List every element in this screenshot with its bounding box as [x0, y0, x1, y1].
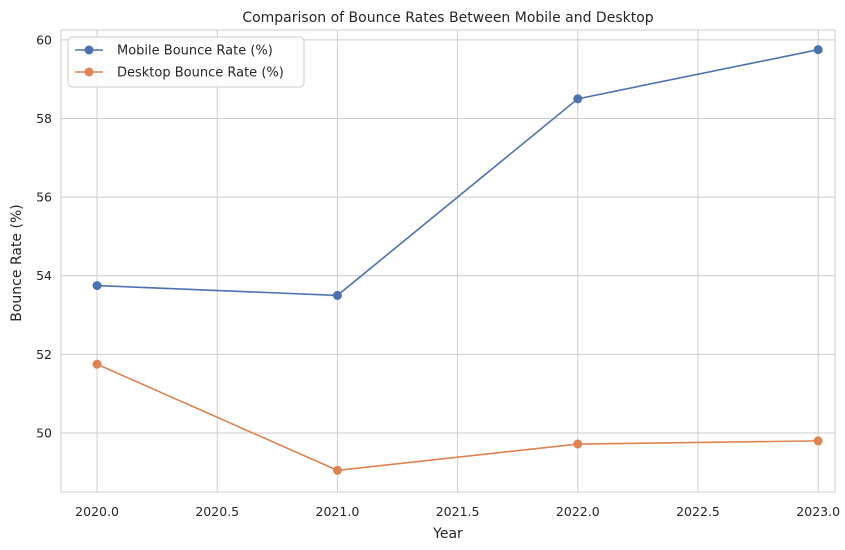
y-tick-label: 56 — [36, 190, 52, 205]
x-tick-label: 2022.0 — [556, 504, 600, 519]
data-point — [813, 436, 823, 446]
legend-marker — [84, 67, 94, 77]
x-tick-label: 2022.5 — [676, 504, 720, 519]
data-point — [573, 439, 583, 449]
series-line — [97, 48, 819, 297]
y-tick-label: 60 — [36, 32, 52, 47]
y-tick-label: 58 — [36, 111, 52, 126]
series-layer — [92, 45, 823, 475]
series-desktop — [92, 359, 823, 475]
data-point — [813, 45, 823, 55]
data-point — [332, 465, 342, 475]
data-point — [573, 94, 583, 104]
legend: Mobile Bounce Rate (%) Desktop Bounce Rat… — [67, 36, 305, 88]
y-axis-label: Bounce Rate (%) — [9, 204, 25, 321]
legend-item: Mobile Bounce Rate (%) — [75, 44, 273, 59]
data-point — [332, 290, 342, 300]
chart-title: Comparison of Bounce Rates Between Mobil… — [242, 10, 653, 26]
data-point — [92, 359, 102, 369]
plot-area — [60, 29, 836, 493]
series-mobile — [92, 45, 823, 300]
y-tick-label: 50 — [36, 426, 52, 441]
x-tick-label: 2020.0 — [75, 504, 119, 519]
tick-labels: 2020.0 2020.5 2021.0 2021.5 2022.0 2022.5 2023… — [36, 32, 840, 519]
legend-item: Desktop Bounce Rate (%) — [75, 66, 284, 81]
legend-box — [67, 36, 305, 88]
x-tick-label: 2023.0 — [796, 504, 840, 519]
y-tick-label: 52 — [36, 347, 52, 362]
x-tick-label: 2021.0 — [316, 504, 360, 519]
grid-lines — [61, 30, 835, 492]
legend-marker — [84, 45, 94, 55]
x-tick-label: 2021.5 — [436, 504, 480, 519]
legend-label: Desktop Bounce Rate (%) — [117, 66, 284, 81]
legend-label: Mobile Bounce Rate (%) — [117, 44, 273, 59]
y-tick-label: 54 — [36, 268, 52, 283]
series-line — [96, 363, 819, 472]
x-tick-label: 2020.5 — [195, 504, 239, 519]
data-point — [92, 281, 102, 291]
x-axis-label: Year — [432, 526, 463, 542]
